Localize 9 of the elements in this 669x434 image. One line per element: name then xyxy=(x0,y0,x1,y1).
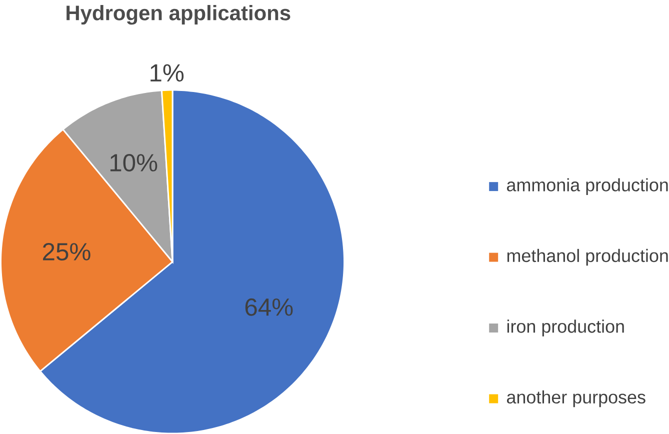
legend-label: methanol production xyxy=(507,248,668,266)
data-label: 10% xyxy=(110,154,158,172)
legend-label: ammonia production xyxy=(506,178,668,195)
data-label: 64% xyxy=(245,298,293,316)
legend-label: another purposes xyxy=(506,390,646,407)
data-label: 1% xyxy=(150,64,184,82)
data-label: 25% xyxy=(43,242,90,260)
legend-label: iron production xyxy=(507,320,624,336)
chart-title: Hydrogen applications xyxy=(66,4,290,24)
